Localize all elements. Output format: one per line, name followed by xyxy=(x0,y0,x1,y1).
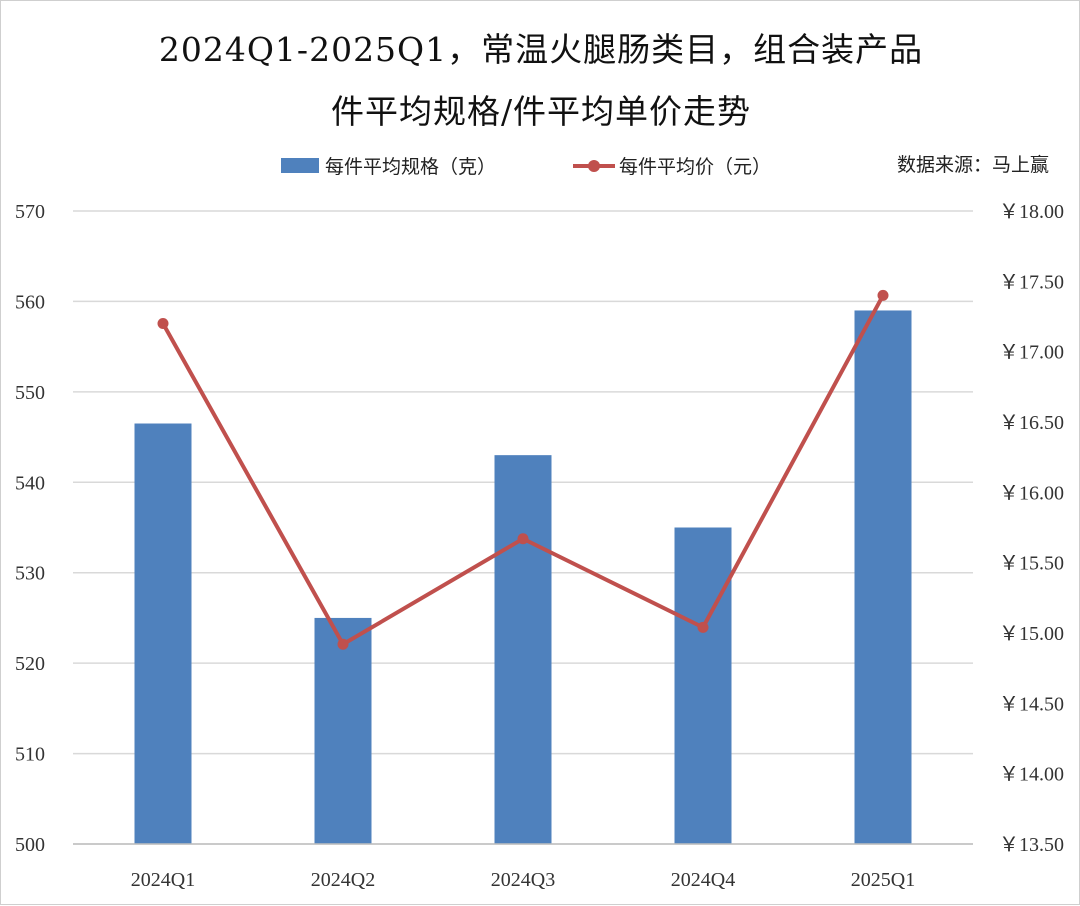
x-tick-label: 2025Q1 xyxy=(851,869,915,891)
left-tick-label: 550 xyxy=(15,382,45,404)
bar xyxy=(854,310,912,844)
x-tick-label: 2024Q1 xyxy=(131,869,195,891)
price-point xyxy=(517,533,529,545)
price-point xyxy=(697,621,709,633)
source-note: 数据来源：马上赢 xyxy=(896,154,1049,176)
right-tick-label: ￥16.50 xyxy=(999,412,1064,434)
chart-title-line-1: 2024Q1-2025Q1，常温火腿肠类目，组合装产品 xyxy=(158,30,924,69)
x-tick-label: 2024Q2 xyxy=(311,869,375,891)
legend-item-line: 每件平均价（元） xyxy=(573,151,771,179)
x-axis: 2024Q1 2024Q2 2024Q3 2024Q4 2025Q1 xyxy=(73,843,973,891)
x-tick-label: 2024Q3 xyxy=(491,869,555,891)
legend-line-swatch xyxy=(573,158,615,173)
bar xyxy=(674,527,732,844)
legend-line-label: 每件平均价（元） xyxy=(619,155,772,178)
legend-bar-label: 每件平均规格（克） xyxy=(325,155,497,178)
left-tick-label: 520 xyxy=(15,653,45,675)
price-point xyxy=(157,318,169,330)
left-tick-label: 540 xyxy=(15,472,45,494)
bar xyxy=(134,423,192,844)
x-tick-label: 2024Q4 xyxy=(671,869,735,891)
left-tick-label: 560 xyxy=(15,291,45,313)
right-tick-label: ￥15.00 xyxy=(999,623,1064,645)
left-axis: 500 510 520 530 540 550 560 570 xyxy=(15,201,45,856)
right-tick-label: ￥17.00 xyxy=(999,342,1064,364)
right-tick-label: ￥18.00 xyxy=(999,201,1064,223)
right-tick-label: ￥14.50 xyxy=(999,693,1064,715)
right-tick-label: ￥16.00 xyxy=(999,482,1064,504)
price-point xyxy=(337,638,349,650)
line-series xyxy=(157,289,889,650)
legend-bar-swatch xyxy=(281,157,319,173)
legend-item-bar: 每件平均规格（克） xyxy=(281,151,496,179)
right-tick-label: ￥13.50 xyxy=(999,834,1064,856)
bar xyxy=(314,617,372,844)
left-tick-label: 500 xyxy=(15,834,45,856)
right-tick-label: ￥15.50 xyxy=(999,553,1064,575)
left-tick-label: 530 xyxy=(15,563,45,585)
bar-series xyxy=(134,310,912,844)
right-tick-label: ￥17.50 xyxy=(999,271,1064,293)
chart-title-line-2: 件平均规格/件平均单价走势 xyxy=(330,92,752,131)
bar xyxy=(494,455,552,844)
left-tick-label: 510 xyxy=(15,744,45,766)
left-tick-label: 570 xyxy=(15,201,45,223)
price-point xyxy=(877,289,889,301)
right-tick-label: ￥14.00 xyxy=(999,764,1064,786)
right-axis: ￥13.50 ￥14.00 ￥14.50 ￥15.00 ￥15.50 ￥16.00 ￥16.… xyxy=(999,201,1064,856)
